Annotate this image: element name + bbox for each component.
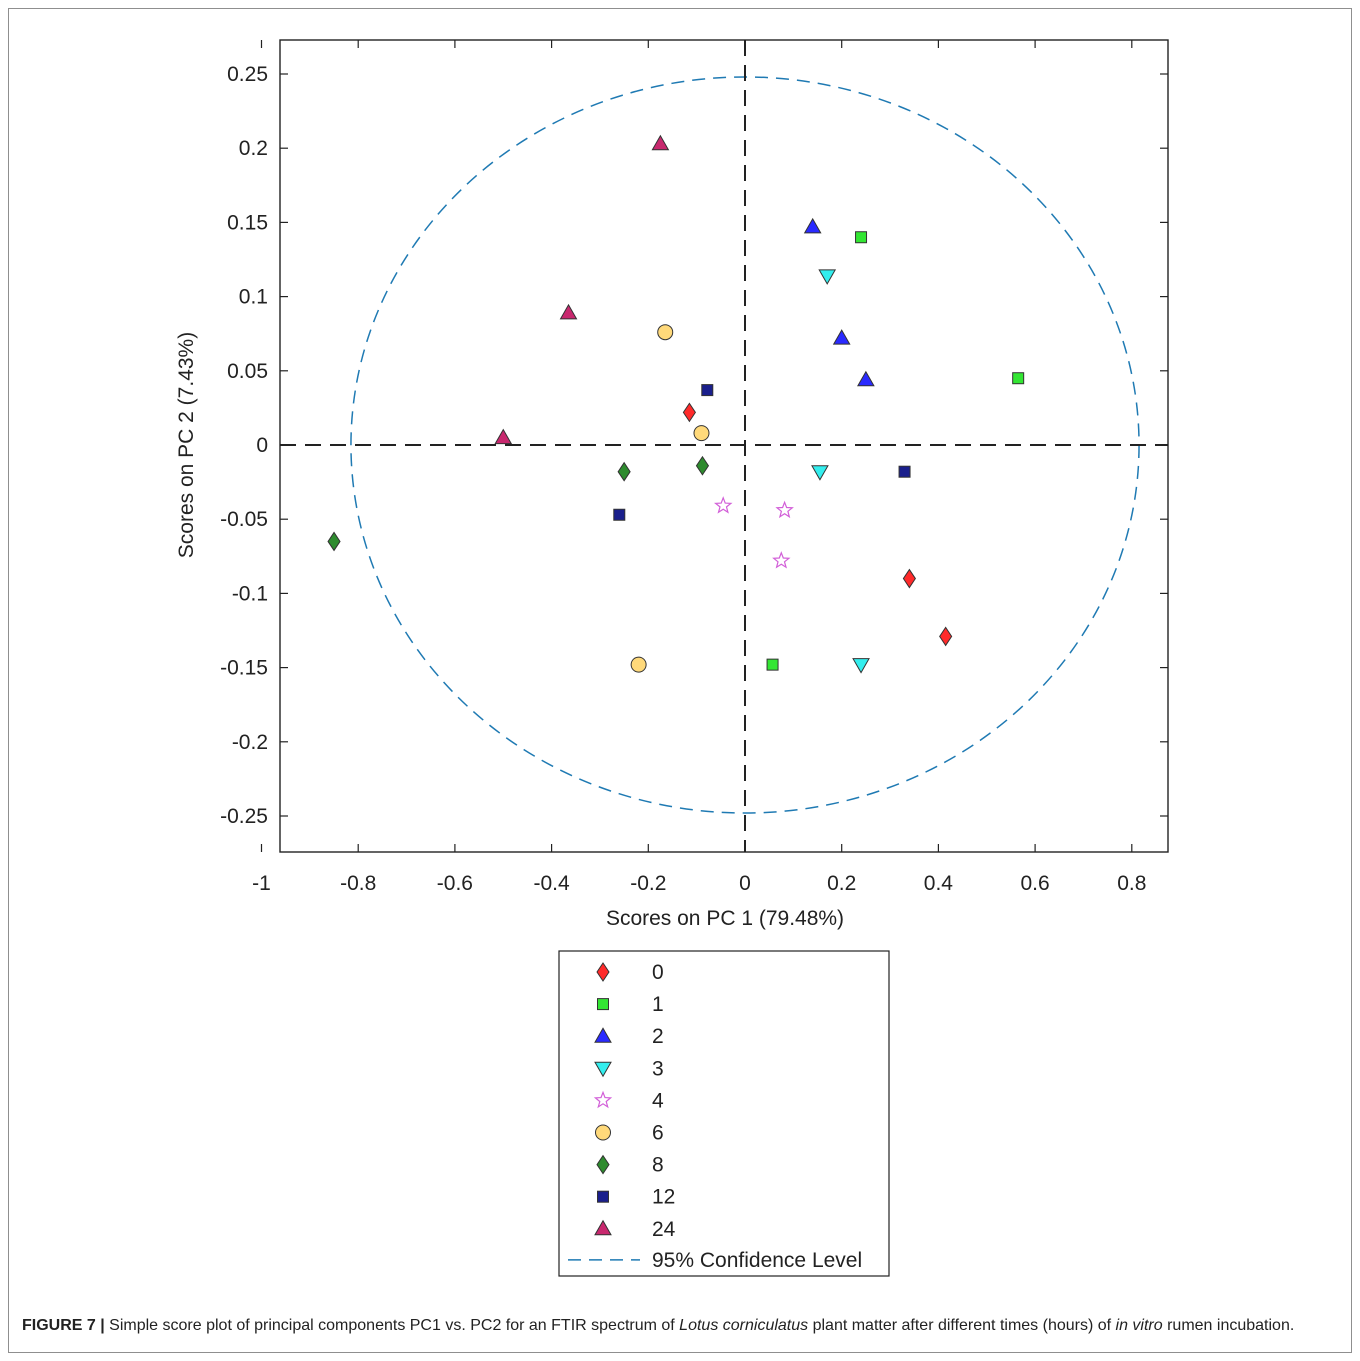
x-tick-label: 0.4 <box>924 872 954 895</box>
data-point-series-8 <box>327 531 341 552</box>
x-tick-label: 0.6 <box>1020 872 1049 895</box>
y-tick-label: -0.15 <box>220 657 268 680</box>
legend-label-4: 4 <box>652 1089 664 1112</box>
data-point-series-24 <box>494 428 513 445</box>
caption-text-3: rumen incubation. <box>1162 1317 1295 1334</box>
x-tick-label: -0.2 <box>630 872 666 895</box>
data-point-series-3 <box>811 465 829 481</box>
data-point-series-3 <box>852 658 870 674</box>
data-point-series-2 <box>803 217 822 234</box>
legend-label-3: 3 <box>652 1057 664 1080</box>
data-point-series-4 <box>713 496 733 514</box>
legend-label-24: 24 <box>652 1218 676 1241</box>
caption-method: in vitro <box>1115 1317 1163 1334</box>
data-point-series-0 <box>902 568 916 589</box>
data-point-series-0 <box>682 402 696 423</box>
data-point-series-8 <box>617 461 631 482</box>
data-point-series-12 <box>898 465 911 478</box>
legend-label-8: 8 <box>652 1154 664 1177</box>
y-tick-label: 0.1 <box>239 286 268 309</box>
data-point-series-24 <box>559 303 578 320</box>
data-point-series-4 <box>772 551 791 569</box>
x-axis-label: Scores on PC 1 (79.48%) <box>606 907 844 930</box>
figure-frame <box>8 8 1352 1353</box>
legend-label-6: 6 <box>652 1122 664 1145</box>
data-point-series-8 <box>695 455 710 476</box>
y-axis-label: Scores on PC 2 (7.43%) <box>175 332 198 558</box>
legend-label-1: 1 <box>652 993 664 1016</box>
plot-area-frame <box>279 39 1169 853</box>
y-tick-label: -0.2 <box>232 731 268 754</box>
caption-text-2: plant matter after different times (hour… <box>808 1317 1116 1334</box>
x-tick-label: 0 <box>739 872 751 895</box>
legend-marker-6 <box>595 1124 611 1141</box>
figure-label: FIGURE 7 | <box>22 1317 105 1334</box>
legend-marker-24 <box>594 1219 612 1236</box>
data-point-series-6 <box>657 324 674 341</box>
x-tick-label: 0.8 <box>1117 872 1146 895</box>
data-point-series-2 <box>857 370 875 387</box>
score-plot: -1 -0.8 -0.6 -0.4 -0.2 0 0.2 0.4 0.6 0.8 0.25 0.2 0.… <box>175 39 1169 1277</box>
data-point-series-6 <box>693 425 710 442</box>
legend-label-confidence: 95% Confidence Level <box>652 1249 862 1272</box>
x-tick-label: -0.4 <box>534 872 571 895</box>
legend-marker-8 <box>596 1154 610 1175</box>
caption-text-1: Simple score plot of principal component… <box>104 1317 680 1334</box>
data-point-series-1 <box>855 231 868 244</box>
data-point-series-0 <box>939 626 953 647</box>
y-tick-label: 0 <box>256 434 268 457</box>
legend-marker-3 <box>594 1061 612 1078</box>
y-tick-label: -0.25 <box>220 805 268 828</box>
legend-marker-1 <box>597 998 609 1011</box>
y-tick-label: 0.15 <box>227 211 268 234</box>
y-tick-label: -0.05 <box>220 508 268 531</box>
y-tick-label: 0.05 <box>227 360 268 383</box>
data-point-series-6 <box>630 656 647 673</box>
x-tick-label: -0.6 <box>437 872 473 895</box>
data-point-series-4 <box>775 500 794 519</box>
data-point-series-2 <box>832 329 851 345</box>
legend-marker-4 <box>593 1090 613 1109</box>
figure-caption: FIGURE 7 | Simple score plot of principa… <box>22 1314 1332 1338</box>
data-point-series-3 <box>818 269 837 285</box>
legend-marker-0 <box>596 962 610 982</box>
x-tick-label: -1 <box>252 872 271 895</box>
data-points-layer <box>327 134 1025 674</box>
legend-label-0: 0 <box>652 961 664 984</box>
data-point-series-1 <box>1012 372 1025 385</box>
data-point-series-12 <box>613 508 626 521</box>
y-tick-label: -0.1 <box>232 582 268 605</box>
x-tick-label: -0.8 <box>340 872 376 895</box>
x-tick-label: 0.2 <box>827 872 856 895</box>
legend-marker-12 <box>597 1190 609 1203</box>
legend-box <box>558 950 890 1277</box>
legend-label-2: 2 <box>652 1025 664 1048</box>
data-point-series-1 <box>766 658 779 671</box>
legend-marker-2 <box>594 1027 612 1043</box>
data-point-series-24 <box>651 134 670 151</box>
caption-species: Lotus corniculatus <box>679 1317 809 1334</box>
y-tick-label: 0.25 <box>227 63 268 86</box>
data-point-series-12 <box>701 384 714 397</box>
y-tick-label: 0.2 <box>239 137 268 160</box>
reference-lines <box>280 40 1168 852</box>
legend-label-12: 12 <box>652 1186 675 1209</box>
axis-ticks: -1 -0.8 -0.6 -0.4 -0.2 0 0.2 0.4 0.6 0.8 0.25 0.2 0.… <box>220 40 1168 895</box>
